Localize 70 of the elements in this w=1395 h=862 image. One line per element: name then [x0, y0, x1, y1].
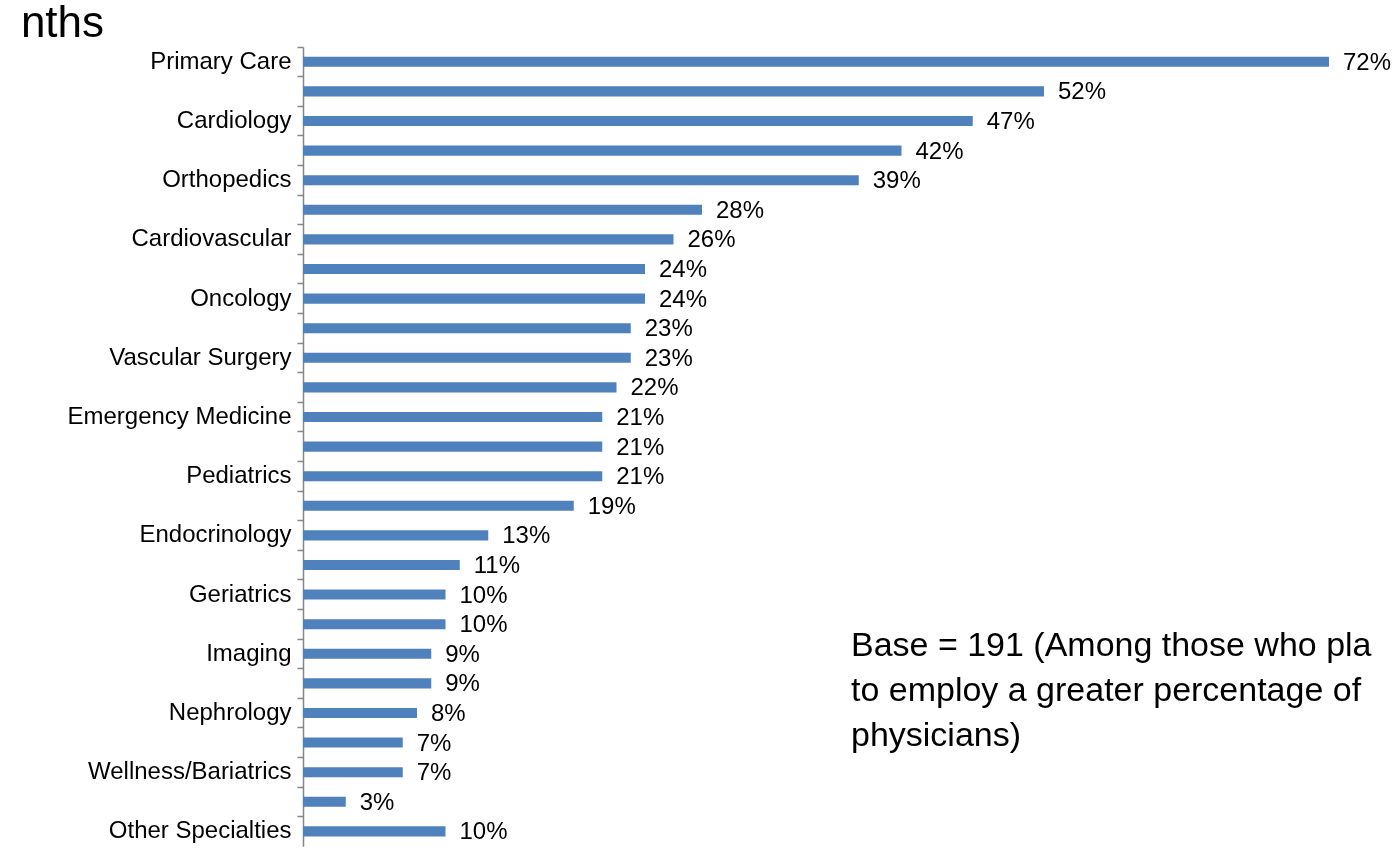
data-label: 10%: [459, 817, 508, 845]
data-label: 10%: [459, 610, 508, 638]
bar: [303, 293, 645, 304]
chart-title: nths: [20, 0, 105, 47]
y-tick-label: Geriatrics: [188, 579, 292, 607]
bar: [303, 648, 432, 659]
data-label: 7%: [416, 728, 452, 756]
y-tick-label: Nephrology: [168, 697, 292, 725]
bar: [303, 145, 902, 156]
bar: [303, 589, 446, 600]
bar: [303, 796, 346, 807]
data-label: 24%: [659, 255, 708, 282]
y-tick-label: Cardiology: [176, 106, 292, 133]
data-label: 21%: [616, 462, 665, 490]
data-label: 7%: [416, 758, 452, 786]
bar: [303, 530, 489, 541]
data-label: 9%: [445, 639, 480, 667]
data-label: 3%: [359, 787, 395, 815]
bar: [303, 234, 674, 245]
y-tick-label: Endocrinology: [139, 520, 292, 548]
data-label: 23%: [644, 343, 693, 371]
bar: [303, 175, 859, 186]
bar: [303, 352, 631, 363]
y-tick-label: Emergency Medicine: [67, 401, 292, 429]
data-label: 72%: [1342, 47, 1392, 75]
bar: [303, 737, 403, 748]
bar: [303, 115, 973, 127]
bar: [303, 707, 417, 719]
data-label: 24%: [659, 284, 708, 312]
bar: [303, 411, 603, 423]
y-tick-label: Pediatrics: [186, 461, 292, 489]
y-tick-label: Primary Care: [150, 46, 292, 74]
bar: [303, 56, 1329, 67]
data-label: 42%: [915, 136, 964, 164]
data-label: 39%: [872, 166, 921, 194]
data-label: 22%: [630, 373, 679, 401]
y-tick-label: Imaging: [206, 638, 292, 666]
bar: [303, 619, 446, 630]
bar: [303, 500, 574, 511]
data-label: 26%: [687, 225, 736, 253]
bar: [303, 678, 432, 689]
bar: [303, 204, 702, 215]
y-tick-label: Other Specialties: [108, 816, 292, 844]
data-label: 19%: [587, 491, 636, 519]
y-tick-label: Wellness/Bariatrics: [88, 757, 292, 785]
bar: [303, 559, 460, 571]
bar: [303, 441, 603, 452]
bar: [303, 86, 1044, 97]
y-tick-label: Orthopedics: [162, 165, 292, 193]
data-label: 47%: [986, 107, 1035, 134]
data-label: 11%: [473, 550, 520, 578]
data-label: 23%: [644, 314, 693, 342]
data-label: 8%: [431, 698, 466, 726]
y-tick-label: Cardiovascular: [131, 224, 292, 252]
data-label: 13%: [502, 521, 551, 549]
data-label: 10%: [459, 580, 508, 608]
bar: [303, 826, 446, 837]
bar: [303, 767, 403, 778]
y-tick-label: Vascular Surgery: [109, 342, 292, 370]
data-label: 28%: [716, 195, 765, 223]
bar: [303, 382, 617, 393]
annotation: Base = 191 (Among those who pla to employ a greater percentage of physicians): [851, 624, 1372, 753]
bar: [303, 471, 603, 482]
y-tick-label: Oncology: [190, 283, 292, 311]
bar: [303, 323, 631, 334]
data-label: 52%: [1057, 77, 1107, 105]
data-label: 21%: [616, 402, 665, 430]
data-label: 21%: [616, 432, 665, 460]
data-label: 9%: [445, 669, 480, 697]
bar: [303, 263, 645, 275]
